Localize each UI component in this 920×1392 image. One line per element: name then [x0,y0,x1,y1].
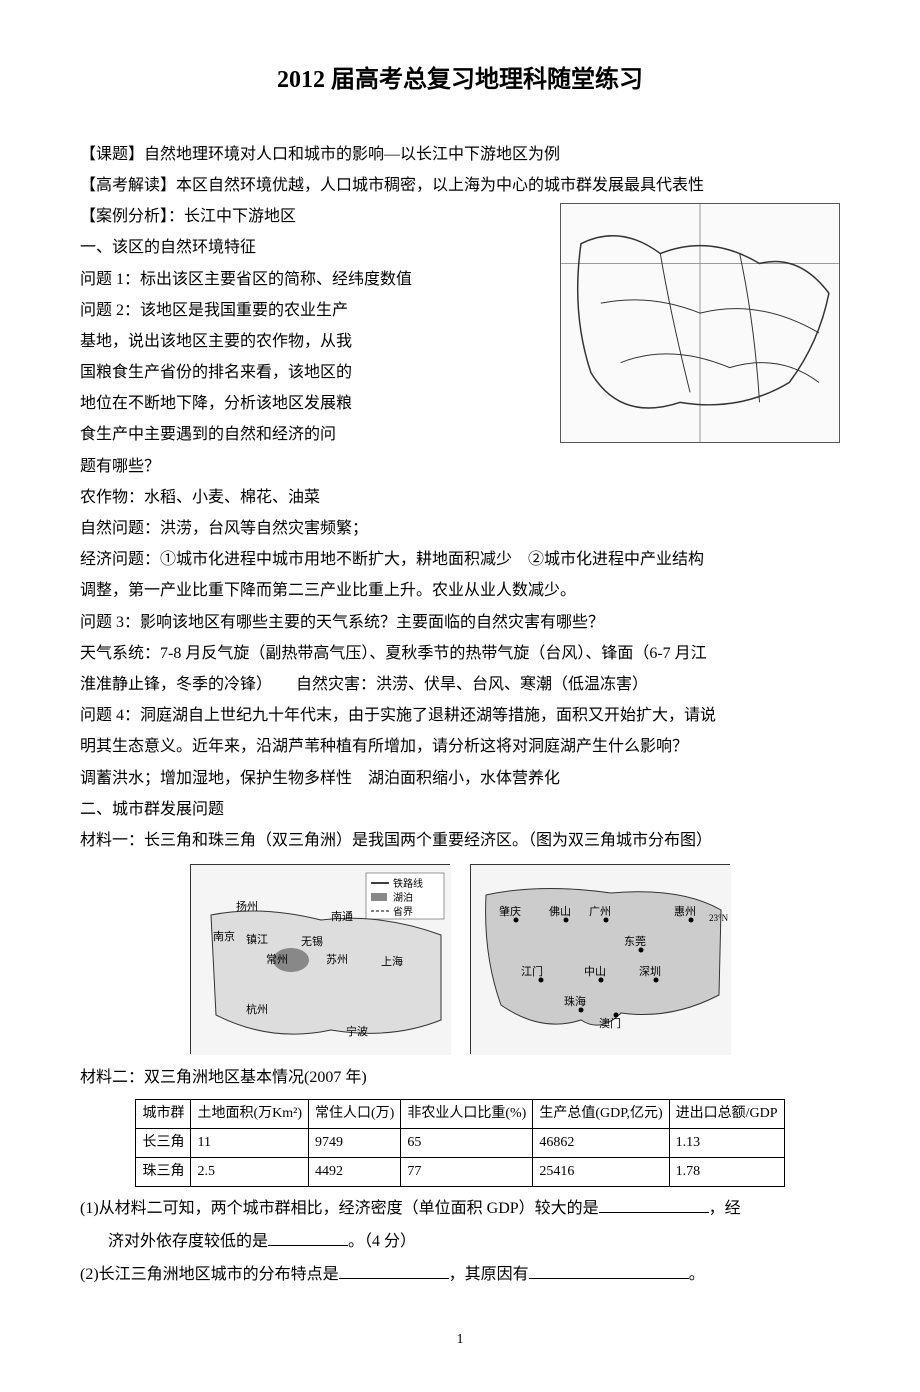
sub-q1-text-a: (1)从材料二可知，两个城市群相比，经济密度（单位面积 GDP）较大的是 [80,1200,599,1217]
blank-2 [268,1230,348,1246]
econ-problem-l2: 调整，第一产业比重下降而第二三产业比重上升。农业从业人数减少。 [80,577,840,604]
region-map-image [560,203,840,443]
weather-l2: 淮准静止锋，冬季的冷锋） 自然灾害：洪涝、伏旱、台风、寒潮（低温冻害） [80,671,840,698]
topic-label: 【课题】 [80,146,144,163]
legend-rail: 铁路线 [393,877,423,890]
crops-line: 农作物：水稻、小麦、棉花、油菜 [80,484,840,511]
table-row: 长三角 11 9749 65 46862 1.13 [136,1129,784,1158]
material-1-line: 材料一：长三角和珠三角（双三角洲）是我国两个重要经济区。（图为双三角城市分布图） [80,827,840,854]
svg-text:南京: 南京 [213,929,235,943]
question-4-l2: 明其生态意义。近年来，沿湖芦苇种植有所增加，请分析这将对洞庭湖产生什么影响？ [80,733,840,760]
svg-text:东莞: 东莞 [624,935,646,948]
weather-l1: 天气系统：7-8 月反气旋（副热带高气压）、夏秋季节的热带气旋（台风）、锋面（6… [80,640,840,667]
svg-text:肇庆: 肇庆 [499,904,521,918]
data-table-container: 城市群 土地面积(万Km²) 常住人口(万) 非农业人口比重(%) 生产总值(G… [80,1099,840,1186]
section-2-heading: 二、城市群发展问题 [80,796,840,823]
econ-problem-l1: 经济问题：①城市化进程中城市用地不断扩大，耕地面积减少 ②城市化进程中产业结构 [80,546,840,573]
col-land-area: 土地面积(万Km²) [191,1100,309,1129]
sub-question-1: (1)从材料二可知，两个城市群相比，经济密度（单位面积 GDP）较大的是 ，经 [80,1195,840,1222]
sub-question-1-cont: 济对外依存度较低的是 。（4 分） [80,1228,840,1255]
yangtze-delta-map: 铁路线 湖泊 省界 扬州 南通 南京 镇江 无锡 常州 苏州 上海 杭州 宁波 [190,864,450,1054]
svg-text:23°N: 23°N [709,913,729,923]
delta-data-table: 城市群 土地面积(万Km²) 常住人口(万) 非农业人口比重(%) 生产总值(G… [135,1099,784,1186]
sub-q2-text-a: (2)长江三角洲地区城市的分布特点是 [80,1266,339,1283]
question-4-answer: 调蓄洪水；增加湿地，保护生物多样性 湖泊面积缩小，水体营养化 [80,765,840,792]
interpret-label: 【高考解读】 [80,177,176,194]
legend-lake: 湖泊 [393,892,413,904]
svg-text:南通: 南通 [331,910,353,923]
table-row: 珠三角 2.5 4492 77 25416 1.78 [136,1157,784,1186]
cell-r2-c0: 珠三角 [136,1157,191,1186]
svg-text:江门: 江门 [521,964,543,978]
cell-r1-c4: 46862 [533,1129,669,1158]
sub-question-2: (2)长江三角洲地区城市的分布特点是 ，其原因有 。 [80,1261,840,1288]
sub-q1-text-b: ，经 [709,1200,741,1217]
sub-q1-text-d: 。（4 分） [348,1233,416,1250]
svg-text:苏州: 苏州 [326,953,348,966]
sub-q2-text-b: ，其原因有 [449,1266,529,1283]
cell-r2-c2: 4492 [309,1157,401,1186]
svg-text:杭州: 杭州 [246,1002,268,1016]
pearl-delta-map: 肇庆 佛山 广州 惠州 东莞 江门 中山 深圳 珠海 澳门 23°N [470,864,730,1054]
blank-3 [339,1263,449,1279]
cell-r1-c3: 65 [401,1129,533,1158]
topic-text: 自然地理环境对人口和城市的影响—以长江中下游地区为例 [144,146,560,163]
col-city-group: 城市群 [136,1100,191,1129]
page-number: 1 [80,1328,840,1352]
cell-r1-c0: 长三角 [136,1129,191,1158]
question-2-l6: 题有哪些？ [80,453,840,480]
svg-text:扬州: 扬州 [236,899,258,913]
interpret-line: 【高考解读】本区自然环境优越，人口城市稠密，以上海为中心的城市群发展最具代表性 [80,172,840,199]
natural-problem-line: 自然问题：洪涝，台风等自然灾害频繁； [80,515,840,542]
cell-r1-c5: 1.13 [669,1129,784,1158]
yangtze-map-icon: 铁路线 湖泊 省界 扬州 南通 南京 镇江 无锡 常州 苏州 上海 杭州 宁波 [191,865,451,1055]
svg-text:佛山: 佛山 [549,905,571,918]
cell-r1-c2: 9749 [309,1129,401,1158]
page-title: 2012 届高考总复习地理科随堂练习 [80,60,840,101]
sub-q2-text-c: 。 [689,1266,705,1283]
cell-r2-c5: 1.78 [669,1157,784,1186]
svg-text:无锡: 无锡 [301,934,323,948]
blank-4 [529,1263,689,1279]
material-2-title: 材料二：双三角洲地区基本情况(2007 年) [80,1064,840,1091]
legend-province: 省界 [393,905,413,918]
col-gdp: 生产总值(GDP,亿元) [533,1100,669,1129]
svg-text:深圳: 深圳 [639,965,661,978]
svg-text:广州: 广州 [589,905,611,918]
map-outline-icon [561,204,839,442]
svg-text:中山: 中山 [584,965,606,978]
table-header-row: 城市群 土地面积(万Km²) 常住人口(万) 非农业人口比重(%) 生产总值(G… [136,1100,784,1129]
map-row: 铁路线 湖泊 省界 扬州 南通 南京 镇江 无锡 常州 苏州 上海 杭州 宁波 … [80,864,840,1054]
svg-text:珠海: 珠海 [564,994,586,1008]
interpret-text: 本区自然环境优越，人口城市稠密，以上海为中心的城市群发展最具代表性 [176,177,704,194]
svg-text:澳门: 澳门 [599,1016,621,1030]
col-population: 常住人口(万) [309,1100,401,1129]
cell-r1-c1: 11 [191,1129,309,1158]
cell-r2-c4: 25416 [533,1157,669,1186]
svg-text:宁波: 宁波 [346,1024,368,1038]
blank-1 [599,1197,709,1213]
topic-line: 【课题】自然地理环境对人口和城市的影响—以长江中下游地区为例 [80,141,840,168]
svg-text:常州: 常州 [266,953,288,966]
cell-r2-c3: 77 [401,1157,533,1186]
svg-text:惠州: 惠州 [674,904,696,918]
svg-text:镇江: 镇江 [246,932,268,946]
sub-q1-text-c: 济对外依存度较低的是 [108,1233,268,1250]
cell-r2-c1: 2.5 [191,1157,309,1186]
case-label: 【案例分析】： [80,208,184,225]
svg-text:上海: 上海 [381,954,403,968]
question-4-l1: 问题 4：洞庭湖自上世纪九十年代末，由于实施了退耕还湖等措施，面积又开始扩大，请… [80,702,840,729]
question-3: 问题 3：影响该地区有哪些主要的天气系统？主要面临的自然灾害有哪些？ [80,609,840,636]
col-import-export: 进出口总额/GDP [669,1100,784,1129]
pearl-map-icon: 肇庆 佛山 广州 惠州 东莞 江门 中山 深圳 珠海 澳门 23°N [471,865,731,1055]
case-text: 长江中下游地区 [184,208,296,225]
col-nonag-pct: 非农业人口比重(%) [401,1100,533,1129]
